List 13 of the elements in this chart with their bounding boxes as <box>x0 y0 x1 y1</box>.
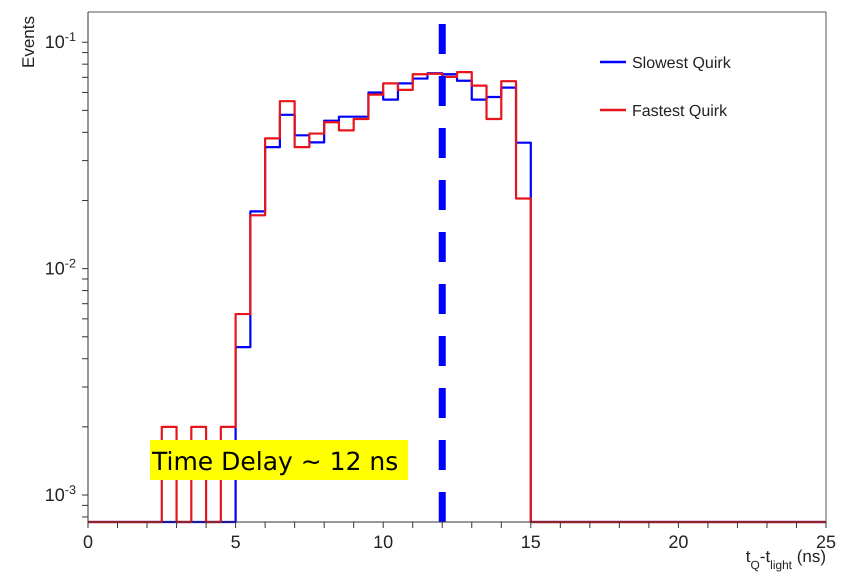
x-tick-label: 15 <box>520 532 541 552</box>
y-tick-label: 10$^{-2}$ <box>44 256 76 279</box>
x-tick-label: 5 <box>230 532 241 552</box>
legend-label: Fastest Quirk <box>632 103 728 120</box>
y-axis-title: Events <box>19 16 38 68</box>
x-tick-label: 0 <box>82 532 94 552</box>
y-tick-label: 10$^{-1}$ <box>44 30 76 52</box>
annotation: Time Delay ~ 12 ns <box>151 447 398 476</box>
x-tick-label: 20 <box>668 532 688 552</box>
x-tick-label: 10 <box>373 532 394 552</box>
x-axis-title: t$_{Q}$-t$_{light}$ (ns) <box>746 547 826 572</box>
legend-label: Slowest Quirk <box>632 55 732 72</box>
y-tick-label: 10$^{-3}$ <box>44 483 76 506</box>
